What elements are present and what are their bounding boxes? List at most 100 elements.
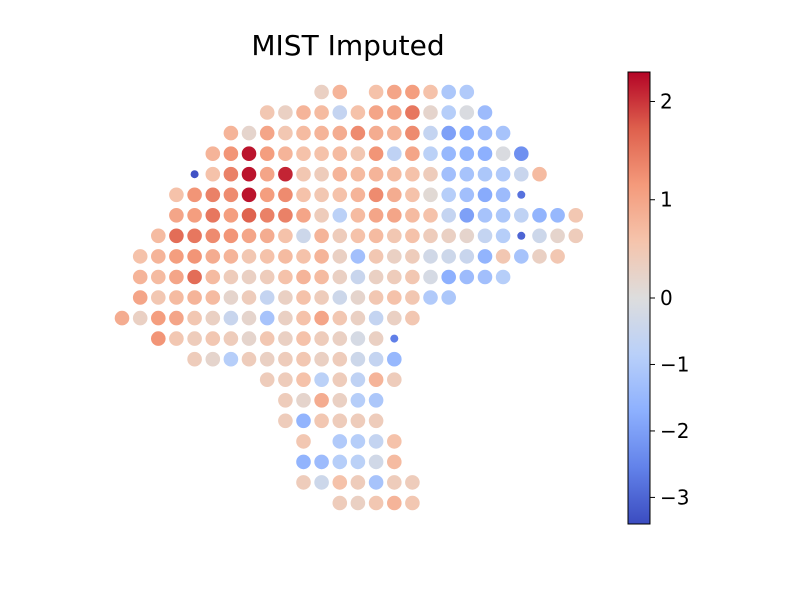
spot bbox=[423, 208, 438, 223]
spot bbox=[423, 228, 438, 244]
spot bbox=[350, 372, 366, 388]
spot bbox=[459, 249, 475, 264]
spot bbox=[114, 310, 130, 326]
spot bbox=[532, 208, 547, 223]
spot bbox=[459, 208, 475, 223]
spot bbox=[314, 146, 329, 161]
spot bbox=[405, 310, 420, 326]
spot bbox=[350, 310, 366, 326]
spot bbox=[296, 208, 311, 223]
spot bbox=[459, 125, 475, 141]
spot bbox=[514, 146, 529, 161]
spot bbox=[314, 393, 329, 408]
spot bbox=[423, 105, 438, 120]
spot bbox=[368, 413, 384, 429]
spot bbox=[477, 269, 493, 285]
spot bbox=[368, 146, 384, 161]
spot bbox=[441, 105, 457, 120]
spot-plot bbox=[114, 84, 584, 511]
spot bbox=[350, 351, 366, 367]
spot bbox=[223, 228, 239, 244]
spot bbox=[423, 166, 438, 182]
colorbar-tick-label: 1 bbox=[660, 188, 673, 212]
spot bbox=[205, 290, 221, 305]
spot bbox=[514, 208, 529, 223]
spot bbox=[350, 393, 366, 408]
spot bbox=[278, 269, 293, 285]
spot bbox=[332, 475, 348, 490]
spot bbox=[259, 125, 275, 141]
spot bbox=[387, 84, 402, 100]
spot bbox=[477, 187, 493, 203]
spot bbox=[151, 228, 166, 244]
spot bbox=[405, 290, 420, 305]
spot bbox=[259, 146, 275, 161]
spot bbox=[387, 166, 402, 182]
colorbar-ticks: 2 1 0 −1 −2 −3 bbox=[650, 89, 689, 509]
spot bbox=[387, 351, 402, 367]
spot bbox=[296, 475, 311, 490]
spot bbox=[532, 249, 547, 264]
spot bbox=[205, 208, 221, 223]
spot bbox=[350, 166, 366, 182]
spot bbox=[151, 331, 166, 346]
spot bbox=[387, 228, 402, 244]
spot bbox=[278, 290, 293, 305]
spot bbox=[517, 231, 526, 240]
spot bbox=[296, 351, 311, 367]
spot bbox=[514, 166, 529, 182]
spot bbox=[387, 269, 402, 285]
spot bbox=[259, 166, 275, 182]
spot bbox=[332, 105, 348, 120]
spot bbox=[187, 187, 202, 203]
spot bbox=[368, 434, 384, 449]
spot bbox=[223, 146, 239, 161]
spot bbox=[368, 331, 384, 346]
spot bbox=[477, 249, 493, 264]
spot bbox=[368, 310, 384, 326]
spot bbox=[259, 269, 275, 285]
spot bbox=[169, 310, 184, 326]
spot bbox=[459, 146, 475, 161]
spot bbox=[332, 249, 348, 264]
spot bbox=[368, 454, 384, 470]
spot bbox=[368, 393, 384, 408]
spot bbox=[441, 166, 457, 182]
colorbar-tick-label: −1 bbox=[660, 352, 689, 376]
spot bbox=[205, 351, 221, 367]
spot bbox=[332, 187, 348, 203]
spot bbox=[405, 105, 420, 120]
spot bbox=[296, 146, 311, 161]
spot bbox=[314, 187, 329, 203]
spot bbox=[387, 495, 402, 511]
spot bbox=[296, 269, 311, 285]
spot bbox=[296, 125, 311, 141]
spot bbox=[205, 187, 221, 203]
spot bbox=[259, 208, 275, 223]
spot bbox=[332, 228, 348, 244]
colorbar-tick-label: 2 bbox=[660, 89, 673, 113]
spot bbox=[350, 413, 366, 429]
spot bbox=[259, 105, 275, 120]
spot bbox=[368, 495, 384, 511]
spot bbox=[132, 290, 148, 305]
spot bbox=[296, 290, 311, 305]
spot bbox=[390, 334, 399, 343]
spot bbox=[332, 393, 348, 408]
spot bbox=[459, 187, 475, 203]
spot bbox=[187, 208, 202, 223]
spot bbox=[296, 105, 311, 120]
spot bbox=[405, 269, 420, 285]
spot bbox=[514, 249, 529, 264]
spot bbox=[368, 351, 384, 367]
spot bbox=[241, 269, 257, 285]
spot bbox=[296, 228, 311, 244]
spot bbox=[187, 310, 202, 326]
spot bbox=[568, 208, 584, 223]
spot bbox=[223, 351, 239, 367]
spot bbox=[187, 249, 202, 264]
spot bbox=[190, 170, 199, 179]
spot bbox=[405, 84, 420, 100]
spot bbox=[169, 269, 184, 285]
spot bbox=[495, 208, 511, 223]
